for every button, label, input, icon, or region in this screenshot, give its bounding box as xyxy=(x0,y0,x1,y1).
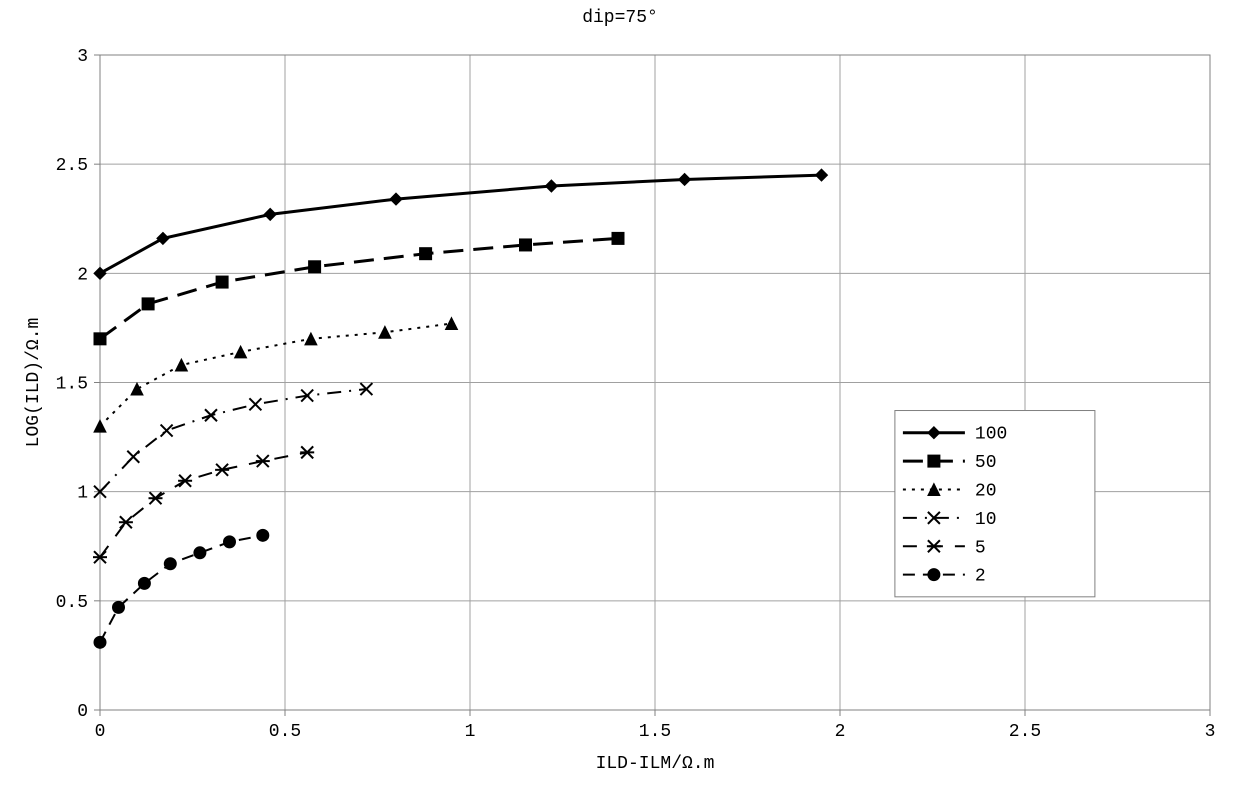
legend: 100 50 20 10 5 2 xyxy=(895,411,1095,597)
chart-svg: dip=75° 0 0.5 1 1.5 2 2.5 3 0 0.5 1 1.5 2 2.5 3 ILD-ILM… xyxy=(0,0,1240,792)
y-tick-label: 3 xyxy=(77,47,88,67)
marker-circle xyxy=(94,636,106,648)
chart-container: dip=75° 0 0.5 1 1.5 2 2.5 3 0 0.5 1 1.5 2 2.5 3 ILD-ILM… xyxy=(0,0,1240,792)
marker-square xyxy=(94,333,106,345)
x-tick-label: 0 xyxy=(95,722,106,742)
legend-label: 50 xyxy=(975,453,997,473)
x-tick-label: 2 xyxy=(835,722,846,742)
chart-title: dip=75° xyxy=(582,8,658,28)
marker-circle xyxy=(164,558,176,570)
x-tick-label: 1.5 xyxy=(639,722,671,742)
marker-circle xyxy=(224,536,236,548)
marker-square xyxy=(928,455,940,467)
y-tick-label: 1 xyxy=(77,484,88,504)
x-axis-label: ILD-ILM/Ω.m xyxy=(596,754,715,774)
y-tick-label: 0.5 xyxy=(56,593,88,613)
y-tick-label: 0 xyxy=(77,702,88,722)
legend-label: 5 xyxy=(975,538,986,558)
y-tick-label: 1.5 xyxy=(56,375,88,395)
marker-circle xyxy=(113,601,125,613)
marker-circle xyxy=(928,569,940,581)
x-tick-label: 0.5 xyxy=(269,722,301,742)
x-tick-label: 2.5 xyxy=(1009,722,1041,742)
marker-circle xyxy=(257,529,269,541)
marker-square xyxy=(612,232,624,244)
marker-square xyxy=(520,239,532,251)
legend-label: 2 xyxy=(975,567,986,587)
legend-label: 10 xyxy=(975,510,997,530)
y-axis-label: LOG(ILD)/Ω.m xyxy=(24,318,44,448)
y-tick-label: 2 xyxy=(77,265,88,285)
marker-square xyxy=(216,276,228,288)
marker-square xyxy=(420,248,432,260)
legend-label: 20 xyxy=(975,481,997,501)
y-tick-label: 2.5 xyxy=(56,156,88,176)
legend-label: 100 xyxy=(975,425,1007,445)
x-tick-label: 1 xyxy=(465,722,476,742)
marker-square xyxy=(142,298,154,310)
marker-circle xyxy=(138,577,150,589)
x-tick-label: 3 xyxy=(1205,722,1216,742)
marker-circle xyxy=(194,547,206,559)
marker-square xyxy=(309,261,321,273)
